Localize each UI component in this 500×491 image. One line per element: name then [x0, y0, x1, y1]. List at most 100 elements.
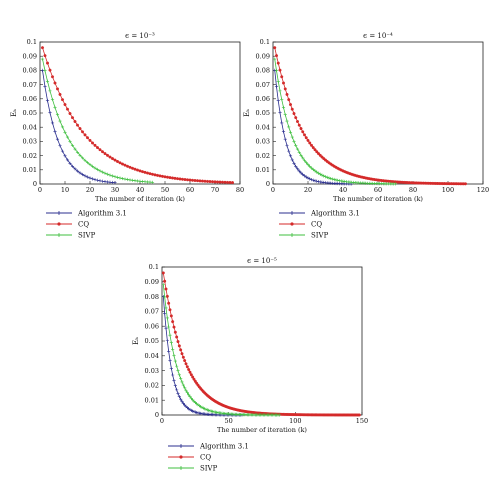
data-point [68, 139, 72, 144]
data-point [311, 167, 315, 172]
data-point [215, 180, 219, 184]
data-point [281, 105, 286, 110]
data-point [280, 121, 284, 125]
data-point [50, 97, 55, 102]
data-point [180, 399, 184, 404]
data-point [133, 167, 137, 171]
y-tick-label: 0.08 [256, 67, 270, 75]
data-point [176, 391, 180, 396]
data-point [53, 130, 57, 134]
legend-label: CQ [78, 220, 89, 228]
data-point [173, 330, 177, 334]
chart-title: ϵ = 10⁻³ [125, 32, 155, 40]
data-point [115, 159, 119, 163]
y-tick-label: 0.02 [256, 152, 270, 160]
data-point [171, 373, 175, 377]
data-point [327, 176, 331, 180]
data-point [169, 366, 173, 370]
data-point [183, 386, 187, 390]
data-point [287, 149, 291, 153]
legend-marker [57, 211, 61, 215]
data-point [308, 164, 312, 168]
series-line [274, 70, 352, 185]
data-point [200, 179, 204, 183]
y-axis-label: Eₖ [243, 109, 251, 117]
data-point [308, 141, 312, 145]
data-point [165, 339, 169, 343]
data-point [80, 130, 84, 134]
data-point [285, 92, 289, 96]
data-point [53, 105, 57, 110]
x-axis-label: The number of iteration (k) [217, 426, 307, 434]
data-point [306, 138, 310, 142]
series-line [42, 47, 233, 183]
data-point [280, 97, 284, 102]
data-point [140, 170, 144, 174]
chart-2: ϵ = 10⁻⁴ 0 20 40 60 80 100 120 0 0.01 0.02 0.03 0.04… [243, 32, 489, 239]
data-point [85, 160, 90, 165]
data-point [315, 179, 319, 183]
data-point [290, 158, 294, 162]
data-point [296, 120, 300, 124]
y-tick-label: 0.1 [27, 38, 37, 46]
legend-label: SIVP [200, 464, 218, 472]
data-point [188, 370, 192, 374]
x-tick-label: 70 [211, 186, 219, 194]
data-point [130, 178, 135, 182]
data-point [168, 176, 172, 180]
data-point [299, 153, 303, 157]
x-tick-label: 100 [289, 417, 301, 425]
legend-label: Algorithm 3.1 [77, 209, 127, 217]
data-point [180, 380, 184, 384]
data-point [225, 180, 229, 184]
series-line [42, 58, 153, 183]
series-algorithm-3-1 [273, 68, 354, 186]
data-point [85, 136, 89, 140]
chart-3: ϵ = 10⁻⁵ 0 50 100 150 0 0.01 0.02 0.03 0.04 0.05 0.… [132, 257, 368, 472]
data-point [103, 152, 107, 156]
data-point [325, 175, 329, 179]
data-point [203, 179, 207, 183]
data-point [294, 164, 298, 168]
data-point [302, 174, 307, 178]
data-point [73, 120, 77, 124]
data-point [167, 325, 171, 329]
legend-label: CQ [200, 453, 211, 461]
data-point [65, 107, 69, 111]
data-point [65, 135, 70, 139]
data-point [95, 167, 100, 172]
series-cq [273, 46, 468, 186]
data-point [171, 347, 175, 352]
data-point [295, 167, 300, 171]
legend-marker [179, 466, 183, 470]
data-point [276, 99, 280, 103]
y-tick-label: 0.1 [260, 38, 270, 46]
y-tick-label: 0 [155, 411, 159, 419]
data-point [108, 173, 112, 177]
data-point [172, 379, 176, 383]
data-point [223, 180, 227, 184]
data-point [292, 112, 296, 116]
data-point [288, 130, 293, 134]
data-point [329, 176, 333, 181]
data-point [135, 168, 139, 172]
y-tick-label: 0.09 [256, 52, 270, 60]
data-point [83, 174, 87, 178]
chart-title: ϵ = 10⁻⁵ [247, 257, 277, 265]
data-point [316, 171, 321, 175]
data-point [316, 180, 321, 184]
data-point [274, 85, 279, 89]
y-tick-label: 0.04 [23, 123, 37, 131]
data-point [113, 181, 117, 185]
series-sivp [40, 57, 155, 184]
data-point [75, 169, 80, 173]
data-point [78, 127, 82, 131]
data-point [187, 393, 191, 397]
data-point [210, 180, 214, 184]
data-point [276, 61, 280, 65]
y-axis-label: Eₖ [132, 337, 140, 345]
legend-label: Algorithm 3.1 [199, 442, 249, 450]
data-point [330, 177, 335, 181]
legend-label: CQ [311, 220, 322, 228]
data-point [180, 352, 184, 356]
